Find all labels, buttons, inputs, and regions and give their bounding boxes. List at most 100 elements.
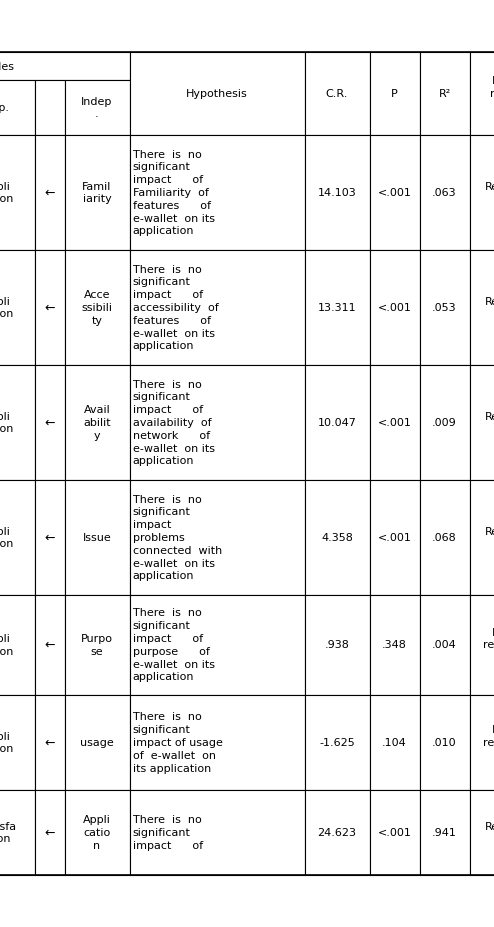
Text: Reject
ed: Reject ed (485, 526, 494, 549)
Text: ←: ← (44, 736, 55, 749)
Bar (35, 365, 65, 480)
Bar (35, 480, 65, 595)
Bar (129, 365, 304, 480)
Text: ←: ← (44, 416, 55, 429)
Text: Reject
ed: Reject ed (485, 182, 494, 204)
Text: ←: ← (44, 531, 55, 544)
Bar (129, 790, 304, 874)
Bar (304, 595, 370, 694)
Bar (0, 53, 494, 874)
Bar (0, 135, 35, 250)
Bar (65, 694, 129, 790)
Text: ←: ← (44, 826, 55, 839)
Text: Purpo
se: Purpo se (81, 633, 113, 656)
Bar (419, 595, 469, 694)
Text: Indep
.: Indep . (82, 96, 113, 120)
Text: 10.047: 10.047 (318, 417, 357, 427)
Bar (469, 250, 494, 365)
Bar (370, 53, 419, 135)
Text: Appli
cation: Appli cation (0, 633, 14, 656)
Text: .063: .063 (432, 188, 457, 197)
Bar (129, 694, 304, 790)
Text: <.001: <.001 (377, 417, 412, 427)
Bar (129, 135, 304, 250)
Bar (0, 694, 35, 790)
Bar (0, 81, 35, 135)
Text: .941: .941 (432, 827, 457, 837)
Text: <.001: <.001 (377, 188, 412, 197)
Bar (469, 790, 494, 874)
Text: There  is  no
significant
impact of usage
of  e-wallet  on
its application: There is no significant impact of usage … (132, 712, 222, 773)
Text: usage: usage (80, 737, 114, 747)
Text: -1.625: -1.625 (319, 737, 355, 747)
Text: Acce
ssibili
ty: Acce ssibili ty (82, 290, 113, 325)
Bar (370, 135, 419, 250)
Text: There  is  no
significant
impact      of: There is no significant impact of (132, 814, 203, 850)
Text: Reject
ed: Reject ed (485, 820, 494, 844)
Text: Issue: Issue (82, 532, 111, 542)
Bar (35, 694, 65, 790)
Bar (469, 135, 494, 250)
Text: ←: ← (44, 186, 55, 199)
Bar (35, 81, 65, 135)
Text: Reject
ed: Reject ed (485, 297, 494, 319)
Bar (469, 365, 494, 480)
Text: <.001: <.001 (377, 303, 412, 312)
Bar (65, 480, 129, 595)
Bar (370, 365, 419, 480)
Text: 24.623: 24.623 (318, 827, 357, 837)
Bar (129, 53, 304, 135)
Text: Appli
catio
n: Appli catio n (83, 814, 111, 850)
Bar (370, 250, 419, 365)
Bar (419, 694, 469, 790)
Text: Appli
cation: Appli cation (0, 526, 14, 549)
Bar (35, 790, 65, 874)
Bar (419, 365, 469, 480)
Text: Not
rejecte
d: Not rejecte d (483, 627, 494, 663)
Text: Variables: Variables (0, 61, 14, 71)
Text: .004: .004 (432, 640, 457, 650)
Text: Reject
ed: Reject ed (485, 412, 494, 434)
Bar (0, 365, 35, 480)
Text: .068: .068 (432, 532, 457, 542)
Bar (0, 480, 35, 595)
Text: 13.311: 13.311 (318, 303, 356, 312)
Text: Appli
cation: Appli cation (0, 412, 14, 434)
Bar (129, 480, 304, 595)
Text: There  is  no
significant
impact
problems
connected  with
e-wallet  on its
appli: There is no significant impact problems … (132, 494, 222, 581)
Bar (0, 790, 35, 874)
Text: Avail
abilit
y: Avail abilit y (83, 405, 111, 440)
Text: Appli
cation: Appli cation (0, 730, 14, 754)
Text: C.R.: C.R. (326, 89, 348, 99)
Bar (370, 480, 419, 595)
Bar (370, 790, 419, 874)
Text: <.001: <.001 (377, 827, 412, 837)
Bar (469, 694, 494, 790)
Bar (129, 595, 304, 694)
Text: .009: .009 (432, 417, 457, 427)
Bar (0, 250, 35, 365)
Text: ←: ← (44, 301, 55, 314)
Text: Infe
renc
e: Infe renc e (490, 76, 494, 111)
Text: Not
rejecte
d: Not rejecte d (483, 724, 494, 760)
Bar (419, 480, 469, 595)
Bar (65, 790, 129, 874)
Bar (469, 480, 494, 595)
Bar (419, 135, 469, 250)
Bar (419, 250, 469, 365)
Bar (65, 81, 129, 135)
Text: 4.358: 4.358 (321, 532, 353, 542)
Text: <.001: <.001 (377, 532, 412, 542)
Text: ←: ← (44, 639, 55, 652)
Bar (0, 595, 35, 694)
Bar (469, 53, 494, 135)
Bar (65, 250, 129, 365)
Text: There  is  no
significant
impact      of
Familiarity  of
features      of
e-wall: There is no significant impact of Famili… (132, 149, 214, 236)
Bar (419, 790, 469, 874)
Text: .104: .104 (382, 737, 407, 747)
Bar (469, 595, 494, 694)
Text: .053: .053 (432, 303, 457, 312)
Text: .348: .348 (382, 640, 407, 650)
Text: Satisfa
ction: Satisfa ction (0, 820, 16, 844)
Text: Dep.: Dep. (0, 103, 10, 113)
